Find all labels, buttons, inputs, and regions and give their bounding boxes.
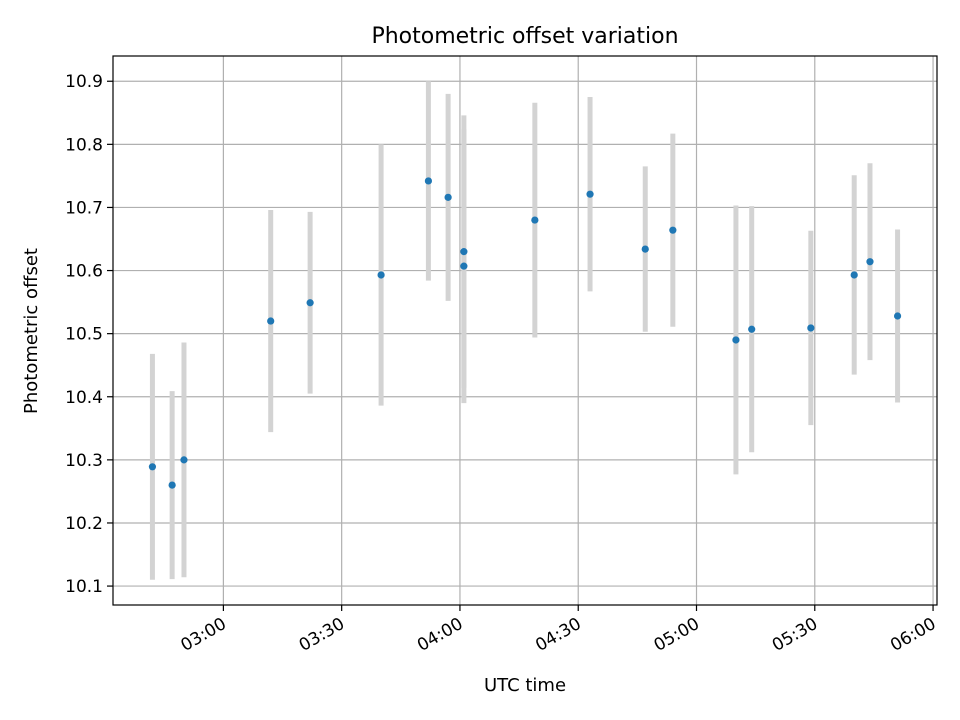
y-axis: 10.1 10.2 10.3 10.4 10.5 10.6 10.7 10.8 10.9 — [65, 72, 113, 597]
data-point — [531, 216, 539, 224]
data-point — [748, 325, 756, 333]
grid — [113, 56, 937, 605]
y-tick-label: 10.5 — [65, 325, 103, 345]
y-tick-label: 10.6 — [65, 262, 103, 282]
data-point — [306, 299, 314, 307]
y-tick-label: 10.8 — [65, 135, 103, 155]
data-point — [669, 226, 677, 234]
data-point — [850, 271, 858, 279]
plot-frame — [112, 55, 938, 606]
y-tick-label: 10.3 — [65, 451, 103, 471]
data-point — [168, 481, 176, 489]
y-tick-label: 10.2 — [65, 514, 103, 534]
y-tick-label: 10.9 — [65, 72, 103, 92]
data-point — [641, 245, 649, 253]
data-point — [267, 317, 275, 325]
y-tick-label: 10.7 — [65, 198, 103, 218]
y-axis-label: Photometric offset — [21, 248, 42, 414]
chart-title: Photometric offset variation — [371, 24, 678, 49]
data-points — [148, 177, 902, 489]
data-point — [732, 336, 740, 344]
data-point — [460, 248, 468, 256]
data-point — [586, 190, 594, 198]
data-point — [424, 177, 433, 185]
data-point — [893, 312, 902, 320]
data-point — [460, 262, 468, 270]
y-tick-label: 10.4 — [65, 388, 103, 408]
data-point — [444, 193, 452, 201]
y-tick-label: 10.1 — [65, 577, 103, 597]
data-point — [866, 258, 874, 266]
data-point — [148, 463, 157, 471]
data-point — [377, 271, 385, 279]
x-axis-label: UTC time — [484, 675, 566, 696]
data-point — [180, 456, 188, 464]
data-point — [807, 324, 815, 332]
